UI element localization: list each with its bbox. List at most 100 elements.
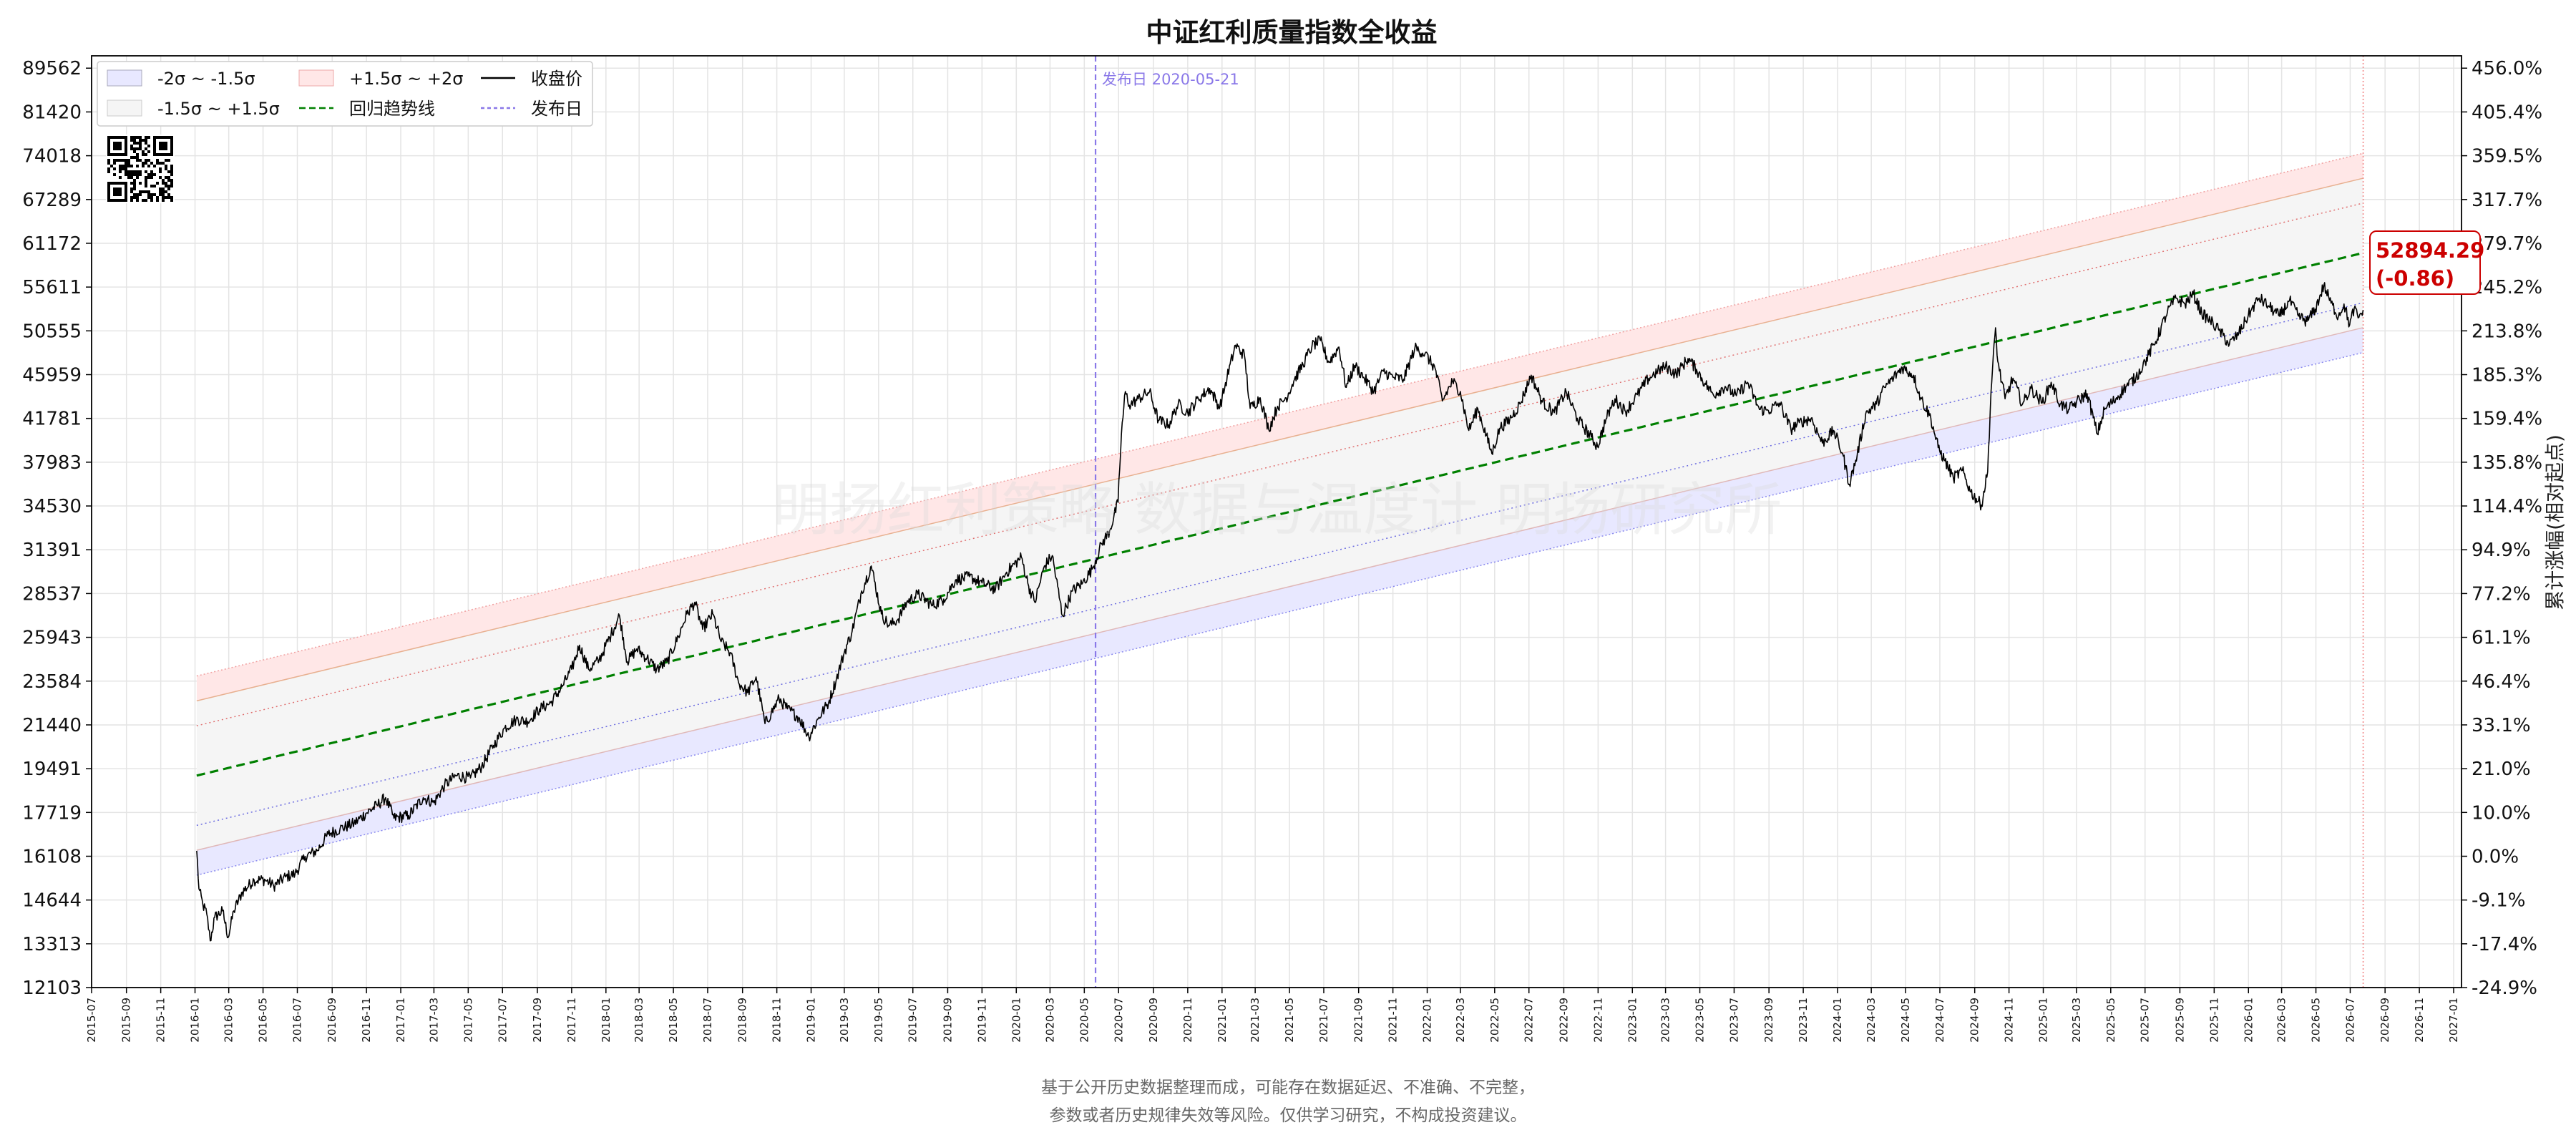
qr-module	[150, 173, 153, 176]
release-date-label: 发布日 2020-05-21	[1102, 71, 1239, 88]
qr-module	[159, 142, 162, 145]
qr-module	[139, 170, 142, 173]
x-tick-label: 2025-07	[2139, 998, 2152, 1043]
qr-module	[142, 153, 145, 156]
qr-module	[122, 165, 125, 167]
qr-module	[150, 199, 153, 202]
qr-module	[167, 193, 170, 196]
qr-module	[113, 159, 116, 162]
qr-module	[170, 165, 173, 167]
x-tick-label: 2023-01	[1626, 998, 1639, 1043]
last-value-box	[2369, 230, 2481, 295]
qr-module	[107, 187, 110, 190]
qr-module	[130, 136, 133, 139]
qr-module	[167, 185, 170, 187]
qr-module	[139, 193, 142, 196]
qr-module	[125, 185, 127, 187]
qr-module	[119, 176, 122, 179]
y-tick-label-right: 159.4%	[2472, 409, 2542, 430]
qr-module	[139, 139, 142, 142]
qr-module	[162, 142, 165, 145]
qr-module	[122, 167, 125, 170]
y-tick-label-right: 279.7%	[2472, 233, 2542, 255]
x-tick-label: 2024-05	[1899, 998, 1912, 1043]
qr-module	[165, 190, 167, 193]
qr-module	[125, 199, 127, 202]
legend-label-2: 收盘价	[531, 69, 582, 89]
right-axis-label: 累计涨幅(相对起点)	[2543, 434, 2567, 610]
qr-module	[147, 193, 150, 196]
x-tick-label: 2018-01	[600, 998, 613, 1043]
qr-module	[167, 176, 170, 179]
qr-module	[170, 199, 173, 202]
qr-module	[165, 153, 167, 156]
x-tick-label: 2025-03	[2070, 998, 2083, 1043]
qr-module	[162, 187, 165, 190]
axis-layer: 89562 456.0% 81420 405.4% 74018 359.5% 67289 31…	[22, 55, 2542, 1043]
qr-module	[107, 167, 110, 170]
qr-module	[119, 182, 122, 185]
qr-module	[165, 165, 167, 167]
x-tick-label: 2024-07	[1933, 998, 1946, 1043]
qr-module	[162, 179, 165, 182]
y-tick-label-right: 94.9%	[2472, 540, 2531, 561]
qr-module	[136, 153, 139, 156]
band-minus2-minus15	[196, 327, 2363, 875]
qr-module	[136, 193, 139, 196]
qr-module	[127, 170, 130, 173]
qr-module	[127, 176, 130, 179]
x-tick-label: 2019-01	[805, 998, 818, 1043]
qr-module	[170, 147, 173, 150]
qr-module	[156, 153, 159, 156]
qr-module	[159, 145, 162, 147]
last-change-text: (-0.86)	[2376, 266, 2454, 291]
qr-module	[116, 147, 119, 150]
y-tick-label-left: 21440	[22, 715, 82, 736]
qr-module	[110, 165, 113, 167]
y-tick-label-right: 185.3%	[2472, 365, 2542, 386]
qr-module	[153, 139, 156, 142]
x-tick-label: 2017-11	[565, 998, 578, 1043]
qr-module	[113, 173, 116, 176]
qr-module	[119, 159, 122, 162]
x-tick-label: 2022-03	[1454, 998, 1467, 1043]
y-tick-label-left: 67289	[22, 190, 82, 211]
qr-module	[153, 153, 156, 156]
qr-module	[116, 145, 119, 147]
qr-module	[119, 199, 122, 202]
sigma-line-plus15	[196, 177, 2363, 702]
y-tick-label-left: 12103	[22, 978, 82, 999]
qr-module	[147, 165, 150, 167]
qr-module	[116, 193, 119, 196]
qr-module	[136, 176, 139, 179]
qr-module	[133, 182, 136, 185]
qr-module	[147, 176, 150, 179]
qr-module	[136, 156, 139, 159]
qr-module	[159, 187, 162, 190]
qr-module	[139, 173, 142, 176]
y-tick-label-right: 114.4%	[2472, 496, 2542, 517]
x-tick-label: 2025-01	[2037, 998, 2050, 1043]
qr-module	[147, 150, 150, 153]
qr-module	[113, 190, 116, 193]
qr-module	[147, 145, 150, 147]
qr-module	[165, 185, 167, 187]
y-tick-label-right: -17.4%	[2472, 934, 2537, 955]
qr-module	[142, 190, 145, 193]
qr-module	[165, 142, 167, 145]
sigma-line-minus2	[196, 351, 2363, 876]
qr-module	[127, 159, 130, 162]
qr-module	[153, 145, 156, 147]
qr-module	[107, 199, 110, 202]
qr-module	[167, 187, 170, 190]
qr-module	[113, 199, 116, 202]
x-tick-label: 2023-05	[1694, 998, 1707, 1043]
qr-module	[107, 196, 110, 199]
qr-module	[122, 182, 125, 185]
qr-module	[145, 190, 147, 193]
y-tick-label-right: 405.4%	[2472, 102, 2542, 123]
qr-module	[162, 196, 165, 199]
x-tick-label: 2018-05	[667, 998, 680, 1043]
qr-module	[130, 173, 133, 176]
